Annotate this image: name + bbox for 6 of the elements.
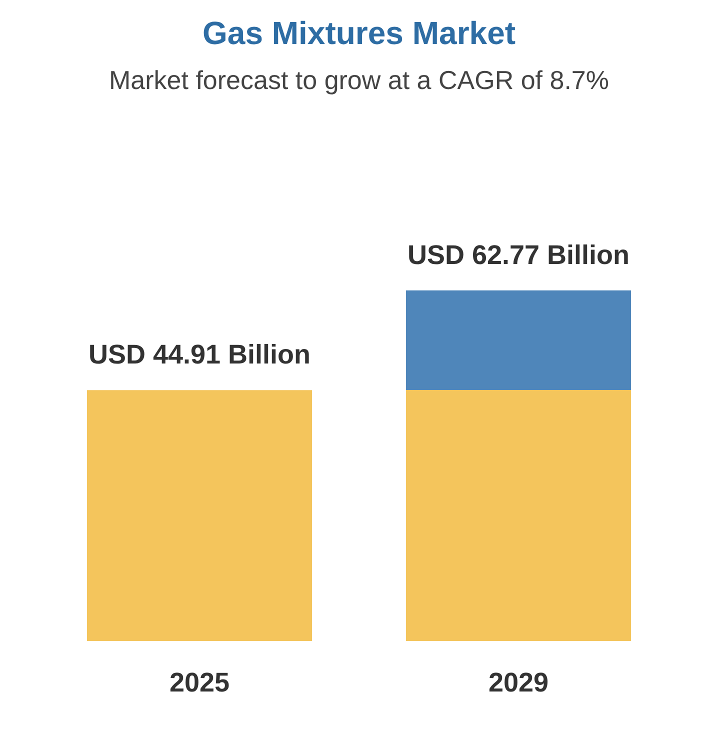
data-label: USD 44.91 Billion — [88, 340, 311, 370]
chart-title: Gas Mixtures Market — [202, 15, 516, 51]
chart-subtitle: Market forecast to grow at a CAGR of 8.7% — [109, 65, 609, 95]
x-tick-label: 2029 — [488, 668, 549, 698]
data-label: USD 62.77 Billion — [407, 240, 630, 270]
x-tick-label: 2025 — [169, 668, 230, 698]
